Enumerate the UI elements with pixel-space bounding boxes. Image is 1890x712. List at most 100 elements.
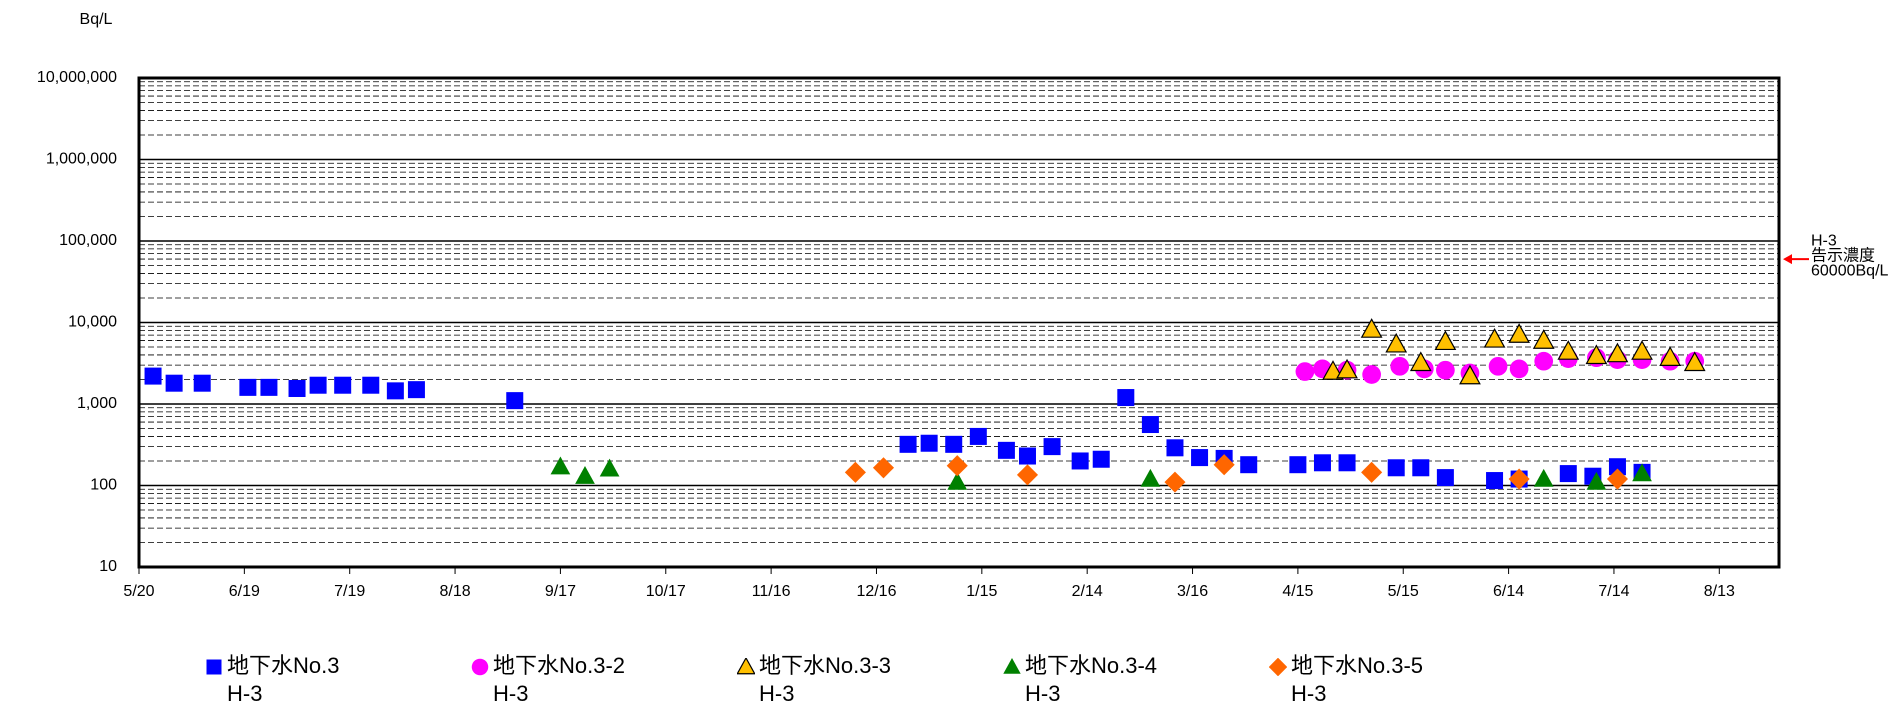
x-tick-label: 4/15	[1282, 583, 1313, 600]
point	[1361, 461, 1383, 483]
point	[1385, 332, 1408, 353]
x-tick-label: 5/15	[1388, 583, 1419, 600]
point	[1322, 360, 1344, 380]
x-tick-label: 6/19	[229, 583, 260, 600]
point	[844, 461, 866, 483]
point	[1532, 329, 1555, 349]
x-tick-label: 7/19	[334, 583, 365, 600]
point	[920, 434, 938, 452]
point	[1362, 365, 1381, 384]
legend-label: 地下水No.3 H-3	[227, 653, 340, 706]
point	[1412, 459, 1430, 477]
legend-marker	[471, 658, 489, 676]
reference-label: 告示濃度	[1811, 246, 1875, 264]
x-tick-label: 8/13	[1704, 583, 1735, 600]
legend-item: 地下水No.3-3 H-3	[736, 652, 892, 708]
marker	[206, 659, 222, 675]
point	[1483, 327, 1506, 348]
marker	[736, 656, 756, 675]
y-tick-label: 10,000,000	[37, 69, 117, 86]
legend-marker	[1003, 658, 1021, 674]
point	[599, 458, 620, 477]
point	[1240, 456, 1258, 474]
point	[1336, 358, 1358, 379]
point	[1509, 359, 1529, 379]
x-tick-label: 12/16	[856, 583, 896, 600]
y-tick-label: 1,000	[77, 395, 117, 412]
point	[947, 471, 968, 490]
point	[506, 392, 524, 410]
legend-item: 地下水No.3-2 H-3	[471, 652, 625, 708]
point	[1016, 464, 1039, 486]
legend-label: 地下水No.3-2 H-3	[493, 653, 626, 706]
point	[193, 374, 211, 392]
point	[1387, 459, 1405, 477]
marker	[471, 658, 489, 676]
point	[1360, 318, 1383, 338]
point	[1390, 356, 1410, 376]
point	[1508, 468, 1530, 490]
point	[1018, 447, 1036, 465]
point	[1586, 471, 1607, 490]
point	[1488, 356, 1508, 376]
point	[239, 378, 257, 396]
point	[1436, 469, 1454, 487]
point	[1659, 346, 1682, 366]
point	[1409, 351, 1432, 372]
legend-item: 地下水No.3 H-3	[205, 652, 339, 708]
legend-marker	[1268, 657, 1288, 677]
reference-arrow-head	[1783, 254, 1792, 265]
y-tick-label: 1,000,000	[46, 151, 117, 168]
x-tick-label: 9/17	[545, 583, 576, 600]
x-tick-label: 5/20	[123, 583, 154, 600]
marker	[1268, 657, 1288, 677]
point	[1434, 330, 1457, 351]
point	[1557, 340, 1580, 360]
reference-label: H-3	[1811, 232, 1837, 249]
point	[1141, 416, 1159, 434]
point	[362, 376, 380, 394]
point	[1606, 342, 1629, 363]
point	[407, 381, 425, 399]
x-tick-label: 11/16	[752, 583, 791, 600]
point	[1313, 454, 1331, 472]
point	[945, 435, 963, 453]
legend-label: 地下水No.3-3 H-3	[759, 653, 892, 706]
point	[1459, 364, 1481, 385]
x-tick-label: 2/14	[1072, 583, 1103, 600]
point	[1436, 360, 1455, 380]
legend-item: 地下水No.3-4 H-3	[1003, 652, 1157, 708]
point	[386, 382, 404, 400]
legend-label: 地下水No.3-4 H-3	[1025, 653, 1158, 706]
point	[1534, 351, 1554, 371]
point	[334, 376, 352, 394]
point	[1117, 389, 1135, 407]
point	[1533, 468, 1554, 487]
point	[1043, 438, 1061, 456]
point	[288, 379, 306, 397]
legend-marker	[736, 656, 756, 675]
point	[1092, 450, 1110, 468]
point	[946, 455, 968, 477]
point	[899, 435, 917, 453]
x-tick-label: 3/16	[1177, 583, 1208, 600]
point	[1166, 439, 1184, 457]
point	[1606, 468, 1628, 490]
point	[1140, 468, 1161, 487]
legend-item: 地下水No.3-5 H-3	[1268, 652, 1423, 708]
y-tick-label: 10,000	[68, 314, 117, 331]
point	[575, 466, 595, 484]
point	[1164, 471, 1186, 493]
x-tick-label: 1/15	[966, 583, 997, 600]
point	[1608, 458, 1626, 476]
x-tick-label: 10/17	[646, 583, 686, 600]
x-tick-label: 7/14	[1598, 583, 1629, 600]
reference-label: 60000Bq/L	[1811, 262, 1889, 279]
x-tick-label: 8/18	[439, 583, 470, 600]
point	[1071, 452, 1089, 470]
point	[969, 427, 987, 445]
point	[1289, 456, 1307, 474]
y-tick-label: 100,000	[59, 232, 117, 249]
